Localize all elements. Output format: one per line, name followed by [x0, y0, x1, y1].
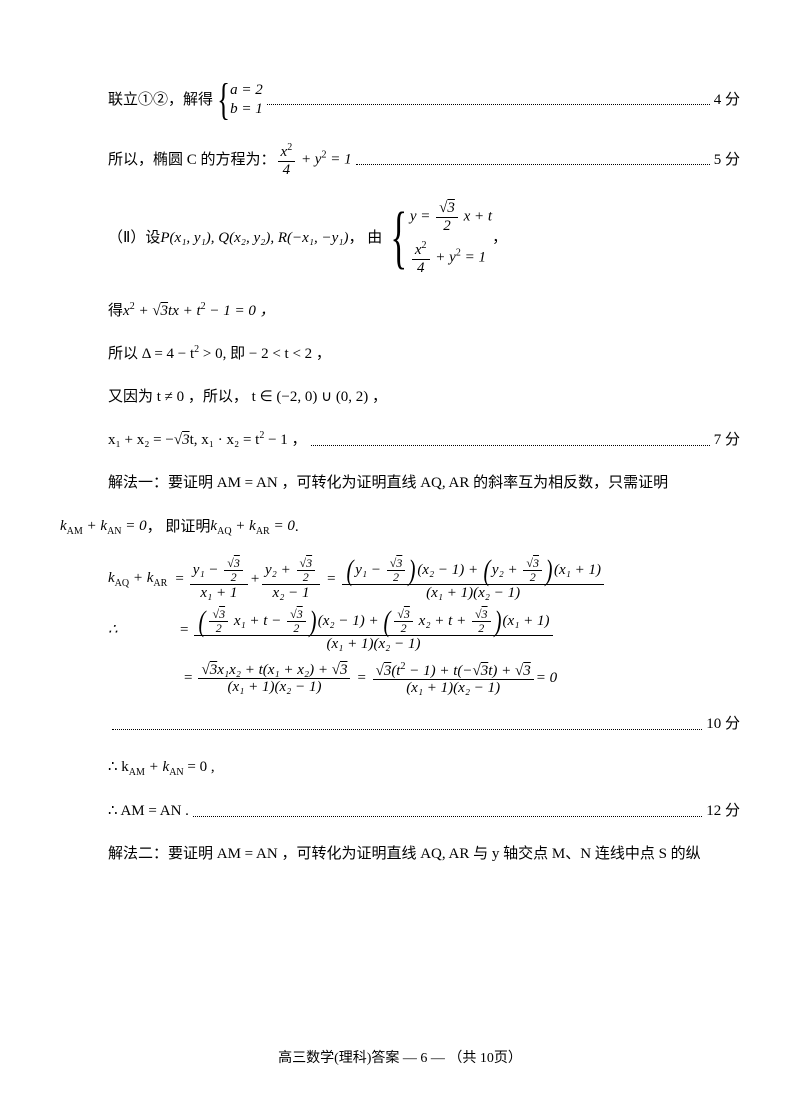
text: 解法一：要证明 AM = AN ，可转化为证明直线 AQ, AR 的斜率互为相反…: [108, 470, 668, 497]
t-range: 又因为 t ≠ 0 ，所以， t ∈ (−2, 0) ∪ (0, 2) ，: [60, 384, 740, 411]
text: 又因为 t ≠ 0 ，所以， t ∈ (−2, 0) ∪ (0, 2) ，: [108, 384, 387, 411]
score-5: 5 分: [714, 147, 740, 174]
part-2-setup: （Ⅱ）设 P(x₁, y₁), Q(x₂, y₂), R(−x₁, −y₁) ，…: [60, 200, 740, 276]
text: ， 由: [349, 225, 383, 252]
case-b: b = 1: [230, 100, 263, 120]
method-1-intro: 解法一：要证明 AM = AN ，可转化为证明直线 AQ, AR 的斜率互为相反…: [60, 470, 740, 497]
step-solve-system: 联立①②，解得 { a = 2 b = 1 4 分: [60, 80, 740, 120]
dot-leader: [311, 435, 710, 446]
points: P(x₁, y₁), Q(x₂, y₂), R(−x₁, −y₁): [160, 225, 348, 252]
brace-icon: {: [391, 208, 408, 268]
discriminant: 所以 Δ = 4 − t2 > 0, 即 − 2 < t < 2 ，: [60, 341, 740, 368]
text: .: [295, 514, 299, 541]
sys-line-2: x24 + y2 = 1: [410, 240, 492, 276]
derivation-row-3: = √3x₁x₂ + t(x₁ + x₂) + √3 (x₁ + 1)(x₂ −…: [108, 659, 740, 699]
text: ， 即证明: [147, 514, 211, 541]
dot-leader: [267, 95, 710, 106]
score-10-row: 10 分: [60, 711, 740, 738]
dot-leader: [193, 806, 702, 817]
equation: x2 4 + y2 = 1: [276, 142, 352, 178]
text: 得: [108, 298, 123, 325]
vieta: x₁ + x₂ = −√3t, x₁ · x₂ = t2 − 1 ， 7 分: [60, 427, 740, 454]
method-2-intro: 解法二：要证明 AM = AN ，可转化为证明直线 AQ, AR 与 y 轴交点…: [60, 841, 740, 868]
text: 联立①②，解得: [108, 87, 213, 114]
cases: a = 2 b = 1: [230, 81, 263, 120]
therefore-am-an: ∴ AM = AN . 12 分: [60, 798, 740, 825]
case-a: a = 2: [230, 81, 263, 101]
eq2: kAQ + kAR = 0: [210, 513, 294, 541]
brace-icon: {: [217, 80, 230, 120]
eq: x₁ + x₂ = −√3t, x₁ · x₂ = t2 − 1 ，: [108, 427, 307, 454]
slope-sum-zero: kAM + kAN = 0 ， 即证明 kAQ + kAR = 0 .: [60, 513, 740, 541]
score-4: 4 分: [714, 87, 740, 114]
eq: 所以 Δ = 4 − t2 > 0, 即 − 2 < t < 2 ，: [108, 341, 331, 368]
dot-leader: [356, 155, 710, 166]
therefore-kam-kan: ∴ kAM + kAN = 0 ,: [60, 754, 740, 782]
page-footer: 高三数学(理科)答案 — 6 — （共 10页）: [0, 1046, 800, 1071]
eq: kAM + kAN = 0: [60, 513, 147, 541]
eq: ∴ kAM + kAN = 0 ,: [108, 754, 215, 782]
quadratic: 得 x2 + √3tx + t2 − 1 = 0 ，: [60, 298, 740, 325]
score-10: 10 分: [706, 711, 740, 738]
sys-line-1: y = √32 x + t: [410, 200, 492, 234]
system: y = √32 x + t x24 + y2 = 1: [410, 200, 492, 276]
text: 解法二：要证明 AM = AN ，可转化为证明直线 AQ, AR 与 y 轴交点…: [108, 841, 701, 868]
ellipse-equation: 所以，椭圆 C 的方程为： x2 4 + y2 = 1 5 分: [60, 142, 740, 178]
score-7: 7 分: [714, 427, 740, 454]
eq: x2 + √3tx + t2 − 1 = 0 ，: [123, 298, 275, 325]
text: （Ⅱ）设: [108, 225, 160, 252]
derivation-row-1: kAQ + kAR = y₁ − √32 x₁ + 1 + y₂ + √32 x…: [108, 557, 740, 602]
text: 所以，椭圆 C 的方程为：: [108, 147, 276, 174]
dot-leader: [112, 719, 702, 730]
derivation-row-2: ∴ = (√32 x₁ + t − √32)(x₂ − 1) + (√32 x₂…: [108, 608, 740, 653]
slope-derivation: kAQ + kAR = y₁ − √32 x₁ + 1 + y₂ + √32 x…: [60, 557, 740, 705]
comma: ，: [492, 225, 507, 252]
score-12: 12 分: [706, 798, 740, 825]
eq: ∴ AM = AN .: [108, 798, 189, 825]
